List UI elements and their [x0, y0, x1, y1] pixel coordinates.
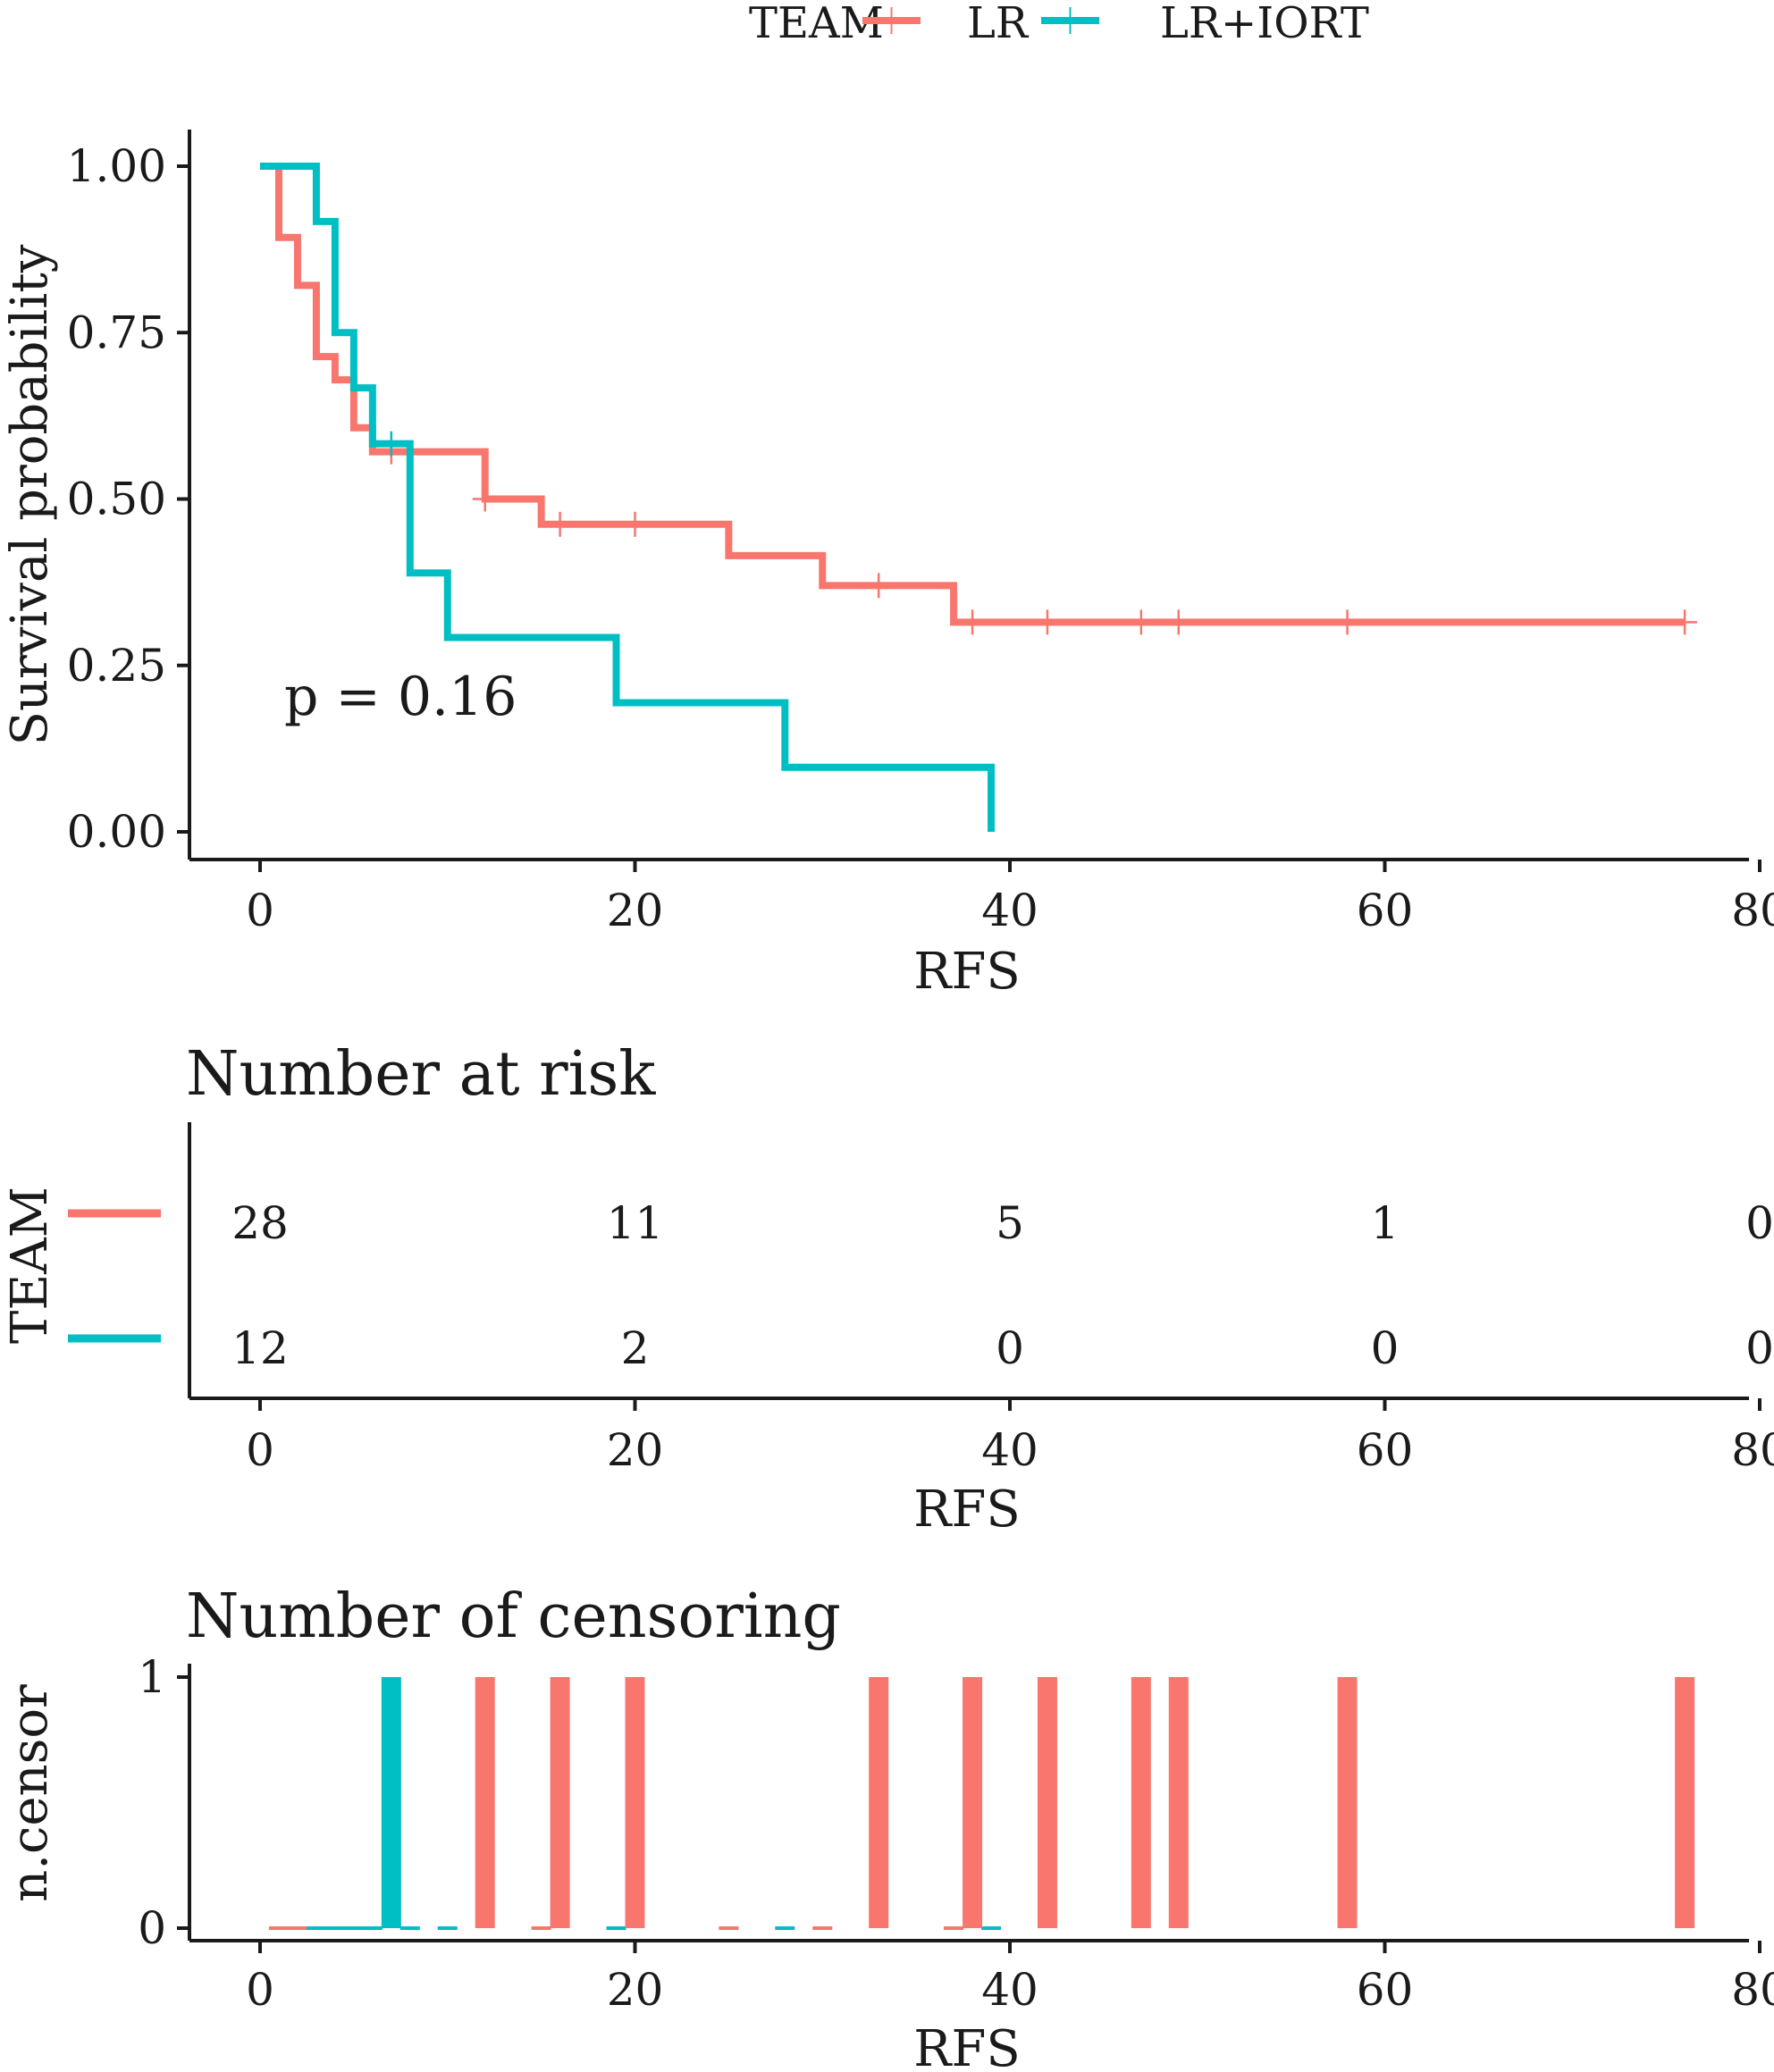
legend-label-lr: LR [967, 0, 1030, 48]
risk-table-panel: Number at risk TEAM 28 11 5 1 012 2 0 0 0 0 20 40 6… [1, 1039, 1774, 1539]
censor-bar [1337, 1677, 1358, 1928]
survival-x-axis-title: RFS [913, 943, 1020, 1001]
x-tick-label: 0 [246, 1424, 274, 1476]
x-tick-label: 80 [1731, 1424, 1774, 1476]
legend-label-lr-iort: LR+IORT [1160, 0, 1369, 48]
risk-cell: 0 [1745, 1197, 1774, 1249]
x-tick-label: 80 [1731, 885, 1774, 936]
risk-cell: 0 [1745, 1322, 1774, 1374]
survival-y-axis-title: Survival probability [1, 244, 59, 745]
x-tick-label: 40 [981, 1964, 1038, 2016]
risk-cell: 12 [231, 1322, 289, 1374]
censor-bar [381, 1677, 401, 1928]
censor-bar [963, 1677, 983, 1928]
censor-x-axis-title: RFS [913, 2020, 1020, 2072]
x-tick-label: 20 [607, 1424, 664, 1476]
risk-table-y-axis-title: TEAM [1, 1187, 59, 1344]
censor-bar [1675, 1677, 1695, 1928]
x-tick-label: 0 [246, 1964, 274, 2016]
censor-bar [1168, 1677, 1189, 1928]
x-tick-label: 80 [1731, 1964, 1774, 2016]
x-tick-label: 60 [1357, 1424, 1414, 1476]
censor-bar [1037, 1677, 1057, 1928]
y-tick-label: 0.50 [67, 474, 166, 525]
risk-table-title: Number at risk [186, 1039, 656, 1110]
x-tick-label: 20 [607, 1964, 664, 2016]
risk-cell: 0 [1371, 1322, 1400, 1374]
censor-title: Number of censoring [186, 1581, 841, 1652]
x-tick-label: 60 [1357, 1964, 1414, 2016]
x-tick-label: 20 [607, 885, 664, 936]
risk-cell: 28 [231, 1197, 289, 1249]
censor-y-axis-title: n.censor [1, 1684, 59, 1902]
x-tick-label: 40 [981, 1424, 1038, 1476]
risk-cell: 1 [1371, 1197, 1400, 1249]
y-tick-label: 1 [138, 1651, 166, 1703]
survival-panel: Survival probability 0.00 0.25 0.50 0.75 1.0… [1, 130, 1774, 1001]
censor-bar [869, 1677, 889, 1928]
censor-bar [625, 1677, 645, 1928]
survival-curve-lr [260, 163, 1686, 626]
y-tick-label: 0 [138, 1902, 166, 1954]
y-tick-label: 0.75 [67, 306, 166, 358]
x-tick-label: 60 [1357, 885, 1414, 936]
risk-cell: 0 [996, 1322, 1024, 1374]
risk-cell: 5 [996, 1197, 1024, 1249]
x-tick-label: 40 [981, 885, 1038, 936]
censor-panel: Number of censoring n.censor 0 1 0 20 40 60 8… [1, 1581, 1774, 2072]
censor-bar [1131, 1677, 1151, 1928]
risk-cell: 11 [607, 1197, 664, 1249]
x-tick-label: 0 [246, 885, 274, 936]
legend-title: TEAM [749, 0, 884, 48]
censor-bar [550, 1677, 570, 1928]
risk-table-x-axis-title: RFS [913, 1481, 1020, 1539]
legend: TEAM LR LR+IORT [749, 0, 1369, 48]
y-tick-label: 0.25 [67, 640, 166, 692]
censor-bar [475, 1677, 495, 1928]
y-tick-label: 1.00 [67, 140, 166, 192]
y-tick-label: 0.00 [67, 806, 166, 858]
survival-curve-lr-iort [260, 163, 996, 832]
p-value-annotation: p = 0.16 [284, 666, 517, 728]
risk-cell: 2 [621, 1322, 650, 1374]
